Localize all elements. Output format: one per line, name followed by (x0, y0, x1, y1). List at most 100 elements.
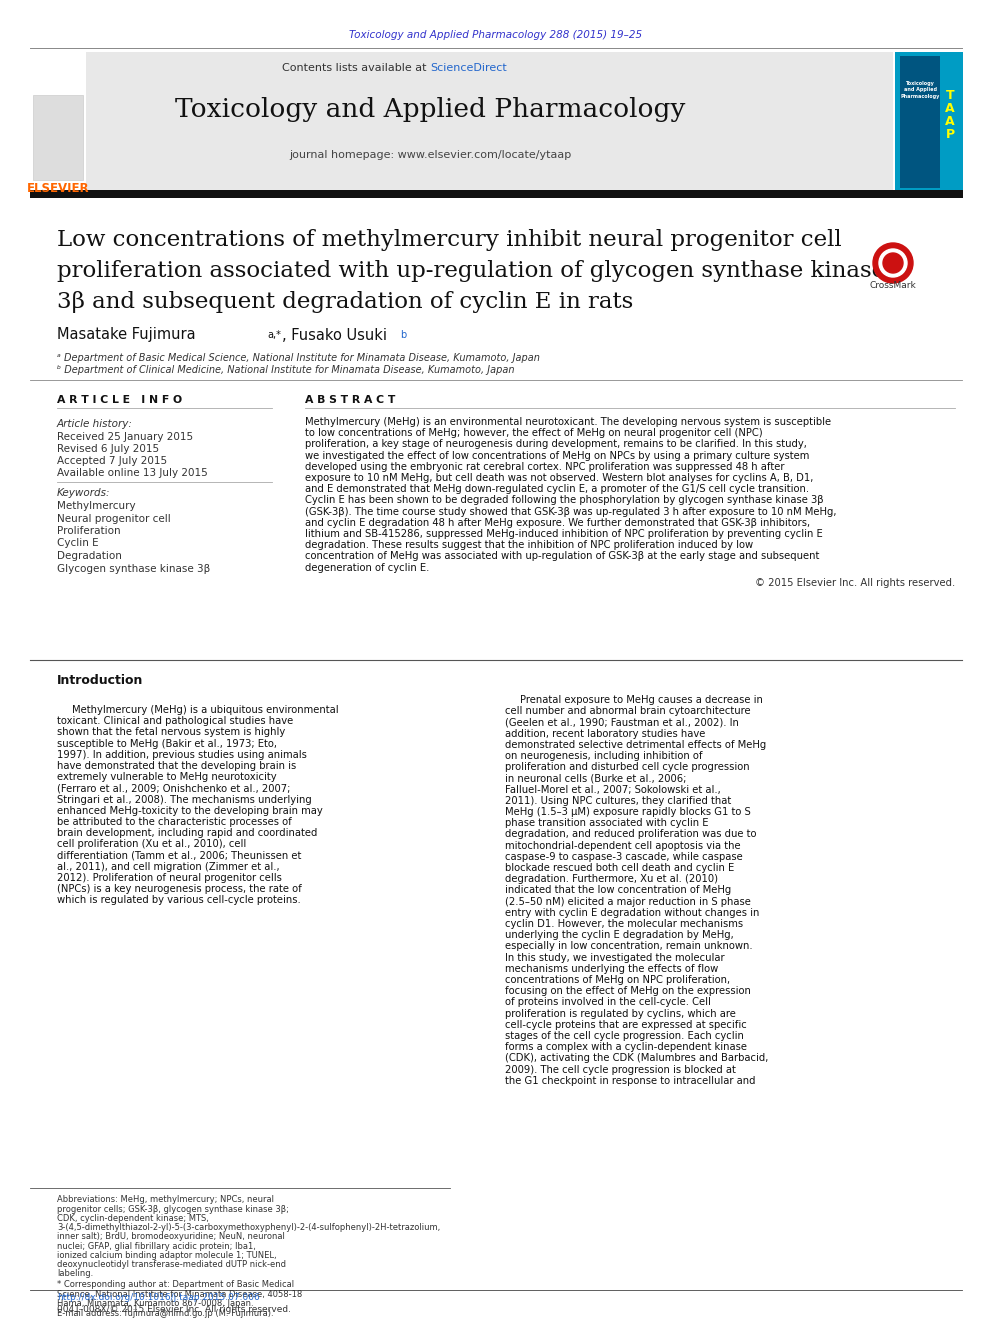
Circle shape (879, 249, 907, 277)
Text: have demonstrated that the developing brain is: have demonstrated that the developing br… (57, 761, 297, 771)
Text: which is regulated by various cell-cycle proteins.: which is regulated by various cell-cycle… (57, 896, 301, 905)
Text: Methylmercury (MeHg) is a ubiquitous environmental: Methylmercury (MeHg) is a ubiquitous env… (72, 705, 338, 714)
Text: Contents lists available at: Contents lists available at (282, 64, 430, 73)
Text: and E demonstrated that MeHg down-regulated cyclin E, a promoter of the G1/S cel: and E demonstrated that MeHg down-regula… (305, 484, 809, 495)
Text: exposure to 10 nM MeHg, but cell death was not observed. Western blot analyses f: exposure to 10 nM MeHg, but cell death w… (305, 474, 813, 483)
Text: a,*: a,* (267, 329, 281, 340)
Text: 3β and subsequent degradation of cyclin E in rats: 3β and subsequent degradation of cyclin … (57, 291, 633, 314)
Text: to low concentrations of MeHg; however, the effect of MeHg on neural progenitor : to low concentrations of MeHg; however, … (305, 429, 763, 438)
Text: Received 25 January 2015: Received 25 January 2015 (57, 433, 193, 442)
Text: Cyclin E: Cyclin E (57, 538, 98, 549)
Text: concentration of MeHg was associated with up-regulation of GSK-3β at the early s: concentration of MeHg was associated wit… (305, 552, 819, 561)
Text: caspase-9 to caspase-3 cascade, while caspase: caspase-9 to caspase-3 cascade, while ca… (505, 852, 743, 861)
Text: Revised 6 July 2015: Revised 6 July 2015 (57, 445, 159, 454)
Text: Hama, Minamata, Kumamoto 867-0008, Japan.: Hama, Minamata, Kumamoto 867-0008, Japan… (57, 1299, 254, 1307)
Text: Prenatal exposure to MeHg causes a decrease in: Prenatal exposure to MeHg causes a decre… (520, 695, 763, 705)
Text: (NPCs) is a key neurogenesis process, the rate of: (NPCs) is a key neurogenesis process, th… (57, 884, 302, 894)
Text: Methylmercury (MeHg) is an environmental neurotoxicant. The developing nervous s: Methylmercury (MeHg) is an environmental… (305, 417, 831, 427)
Text: susceptible to MeHg (Bakir et al., 1973; Eto,: susceptible to MeHg (Bakir et al., 1973;… (57, 738, 277, 749)
Text: stages of the cell cycle progression. Each cyclin: stages of the cell cycle progression. Ea… (505, 1031, 744, 1041)
Text: deoxynucleotidyl transferase-mediated dUTP nick-end: deoxynucleotidyl transferase-mediated dU… (57, 1259, 286, 1269)
Text: we investigated the effect of low concentrations of MeHg on NPCs by using a prim: we investigated the effect of low concen… (305, 451, 809, 460)
Text: proliferation, a key stage of neurogenesis during development, remains to be cla: proliferation, a key stage of neurogenes… (305, 439, 806, 450)
Text: Masatake Fujimura: Masatake Fujimura (57, 328, 200, 343)
Text: labeling.: labeling. (57, 1269, 93, 1278)
Text: concentrations of MeHg on NPC proliferation,: concentrations of MeHg on NPC proliferat… (505, 975, 730, 986)
Text: demonstrated selective detrimental effects of MeHg: demonstrated selective detrimental effec… (505, 740, 766, 750)
Text: Keywords:: Keywords: (57, 488, 110, 497)
Text: 0041-008X/© 2015 Elsevier Inc. All rights reserved.: 0041-008X/© 2015 Elsevier Inc. All right… (57, 1306, 291, 1315)
Text: focusing on the effect of MeHg on the expression: focusing on the effect of MeHg on the ex… (505, 986, 751, 996)
Text: E-mail address: fujimura@nimd.go.jp (M. Fujimura).: E-mail address: fujimura@nimd.go.jp (M. … (57, 1308, 274, 1318)
Text: al., 2011), and cell migration (Zimmer et al.,: al., 2011), and cell migration (Zimmer e… (57, 861, 280, 872)
Text: degradation. Furthermore, Xu et al. (2010): degradation. Furthermore, Xu et al. (201… (505, 875, 718, 884)
Text: enhanced MeHg-toxicity to the developing brain may: enhanced MeHg-toxicity to the developing… (57, 806, 322, 816)
Text: phase transition associated with cyclin E: phase transition associated with cyclin … (505, 818, 708, 828)
Text: ionized calcium binding adaptor molecule 1; TUNEL,: ionized calcium binding adaptor molecule… (57, 1250, 277, 1259)
Circle shape (883, 253, 903, 273)
Text: * Corresponding author at: Department of Basic Medical: * Corresponding author at: Department of… (57, 1281, 294, 1290)
Text: Stringari et al., 2008). The mechanisms underlying: Stringari et al., 2008). The mechanisms … (57, 795, 311, 804)
Text: blockade rescued both cell death and cyclin E: blockade rescued both cell death and cyc… (505, 863, 734, 873)
Text: Cyclin E has been shown to be degraded following the phosphorylation by glycogen: Cyclin E has been shown to be degraded f… (305, 495, 823, 505)
Text: Neural progenitor cell: Neural progenitor cell (57, 513, 171, 524)
Text: Glycogen synthase kinase 3β: Glycogen synthase kinase 3β (57, 564, 210, 573)
Text: 1997). In addition, previous studies using animals: 1997). In addition, previous studies usi… (57, 750, 307, 759)
Text: Accepted 7 July 2015: Accepted 7 July 2015 (57, 456, 167, 466)
Text: Methylmercury: Methylmercury (57, 501, 136, 511)
Text: mitochondrial-dependent cell apoptosis via the: mitochondrial-dependent cell apoptosis v… (505, 840, 741, 851)
Text: progenitor cells; GSK-3β, glycogen synthase kinase 3β;: progenitor cells; GSK-3β, glycogen synth… (57, 1205, 289, 1213)
Text: ᵇ Department of Clinical Medicine, National Institute for Minamata Disease, Kuma: ᵇ Department of Clinical Medicine, Natio… (57, 365, 515, 374)
Text: Degradation: Degradation (57, 550, 122, 561)
Text: T
A
A
P: T A A P (945, 89, 955, 142)
Text: MeHg (1.5–3 μM) exposure rapidly blocks G1 to S: MeHg (1.5–3 μM) exposure rapidly blocks … (505, 807, 751, 818)
Text: shown that the fetal nervous system is highly: shown that the fetal nervous system is h… (57, 728, 286, 737)
Text: cell number and abnormal brain cytoarchitecture: cell number and abnormal brain cytoarchi… (505, 706, 751, 716)
Text: indicated that the low concentration of MeHg: indicated that the low concentration of … (505, 885, 731, 896)
FancyBboxPatch shape (900, 56, 940, 188)
Text: CrossMark: CrossMark (870, 280, 917, 290)
Text: , Fusako Usuki: , Fusako Usuki (282, 328, 392, 343)
Text: of proteins involved in the cell-cycle. Cell: of proteins involved in the cell-cycle. … (505, 998, 711, 1007)
Text: In this study, we investigated the molecular: In this study, we investigated the molec… (505, 953, 724, 963)
Text: Toxicology
and Applied
Pharmacology: Toxicology and Applied Pharmacology (901, 81, 939, 99)
Text: ELSEVIER: ELSEVIER (27, 181, 89, 194)
Text: ᵃ Department of Basic Medical Science, National Institute for Minamata Disease, : ᵃ Department of Basic Medical Science, N… (57, 353, 540, 363)
Text: in neuronal cells (Burke et al., 2006;: in neuronal cells (Burke et al., 2006; (505, 774, 686, 783)
FancyBboxPatch shape (30, 52, 86, 192)
FancyBboxPatch shape (33, 95, 83, 180)
Text: toxicant. Clinical and pathological studies have: toxicant. Clinical and pathological stud… (57, 716, 294, 726)
Text: Science, National Institute for Minamata Disease, 4058-18: Science, National Institute for Minamata… (57, 1290, 303, 1298)
Text: Abbreviations: MeHg, methylmercury; NPCs, neural: Abbreviations: MeHg, methylmercury; NPCs… (57, 1196, 274, 1204)
Text: underlying the cyclin E degradation by MeHg,: underlying the cyclin E degradation by M… (505, 930, 734, 941)
Text: 3-(4,5-dimethylthiazol-2-yl)-5-(3-carboxymethoxyphenyl)-2-(4-sulfophenyl)-2H-tet: 3-(4,5-dimethylthiazol-2-yl)-5-(3-carbox… (57, 1222, 440, 1232)
Text: entry with cyclin E degradation without changes in: entry with cyclin E degradation without … (505, 908, 759, 918)
Text: Falluel-Morel et al., 2007; Sokolowski et al.,: Falluel-Morel et al., 2007; Sokolowski e… (505, 785, 721, 795)
Text: especially in low concentration, remain unknown.: especially in low concentration, remain … (505, 942, 753, 951)
FancyBboxPatch shape (895, 52, 963, 192)
Text: Toxicology and Applied Pharmacology 288 (2015) 19–25: Toxicology and Applied Pharmacology 288 … (349, 30, 643, 40)
Text: 2009). The cell cycle progression is blocked at: 2009). The cell cycle progression is blo… (505, 1065, 736, 1074)
Text: mechanisms underlying the effects of flow: mechanisms underlying the effects of flo… (505, 963, 718, 974)
Text: Proliferation: Proliferation (57, 527, 121, 536)
Text: Article history:: Article history: (57, 419, 133, 429)
Text: cell proliferation (Xu et al., 2010), cell: cell proliferation (Xu et al., 2010), ce… (57, 839, 246, 849)
Text: cell-cycle proteins that are expressed at specific: cell-cycle proteins that are expressed a… (505, 1020, 747, 1029)
Text: journal homepage: www.elsevier.com/locate/ytaap: journal homepage: www.elsevier.com/locat… (289, 149, 571, 160)
Text: proliferation associated with up-regulation of glycogen synthase kinase: proliferation associated with up-regulat… (57, 261, 885, 282)
Text: ScienceDirect: ScienceDirect (430, 64, 507, 73)
Text: extremely vulnerable to MeHg neurotoxicity: extremely vulnerable to MeHg neurotoxici… (57, 773, 277, 782)
Text: the G1 checkpoint in response to intracellular and: the G1 checkpoint in response to intrace… (505, 1076, 756, 1086)
Text: (GSK-3β). The time course study showed that GSK-3β was up-regulated 3 h after ex: (GSK-3β). The time course study showed t… (305, 507, 836, 516)
Text: Available online 13 July 2015: Available online 13 July 2015 (57, 468, 207, 478)
Text: A R T I C L E   I N F O: A R T I C L E I N F O (57, 396, 183, 405)
Text: nuclei; GFAP, glial fibrillary acidic protein; Iba1,: nuclei; GFAP, glial fibrillary acidic pr… (57, 1241, 256, 1250)
Text: on neurogenesis, including inhibition of: on neurogenesis, including inhibition of (505, 751, 702, 761)
Text: (CDK), activating the CDK (Malumbres and Barbacid,: (CDK), activating the CDK (Malumbres and… (505, 1053, 769, 1064)
Text: proliferation and disturbed cell cycle progression: proliferation and disturbed cell cycle p… (505, 762, 750, 773)
Text: © 2015 Elsevier Inc. All rights reserved.: © 2015 Elsevier Inc. All rights reserved… (755, 578, 955, 587)
Text: CDK, cyclin-dependent kinase; MTS,: CDK, cyclin-dependent kinase; MTS, (57, 1215, 209, 1222)
Text: Low concentrations of methylmercury inhibit neural progenitor cell: Low concentrations of methylmercury inhi… (57, 229, 841, 251)
Text: cyclin D1. However, the molecular mechanisms: cyclin D1. However, the molecular mechan… (505, 919, 743, 929)
Text: proliferation is regulated by cyclins, which are: proliferation is regulated by cyclins, w… (505, 1008, 736, 1019)
